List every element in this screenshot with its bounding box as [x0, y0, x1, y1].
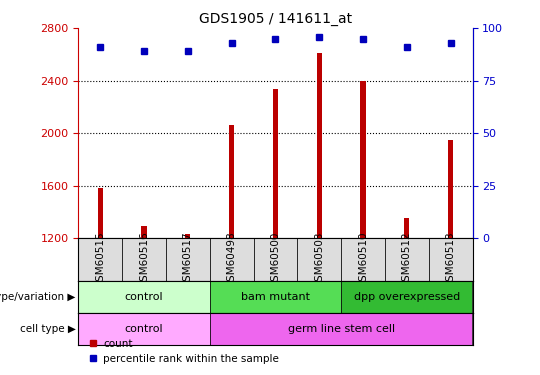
Text: GSM60516: GSM60516 — [139, 231, 149, 288]
Bar — [78, 238, 122, 281]
Bar — [448, 140, 453, 238]
Bar — [122, 238, 166, 281]
Title: GDS1905 / 141611_at: GDS1905 / 141611_at — [199, 12, 352, 26]
Bar — [185, 234, 191, 238]
Text: GSM60512: GSM60512 — [402, 231, 412, 288]
Bar — [166, 238, 210, 281]
Text: genotype/variation ▶: genotype/variation ▶ — [0, 292, 76, 302]
Text: GSM60500: GSM60500 — [271, 231, 280, 288]
Text: control: control — [125, 292, 163, 302]
Bar — [210, 238, 253, 281]
Bar — [78, 313, 210, 345]
Bar — [98, 188, 103, 238]
Bar — [316, 53, 322, 238]
Text: GSM60517: GSM60517 — [183, 231, 193, 288]
Bar — [298, 238, 341, 281]
Text: bam mutant: bam mutant — [241, 292, 310, 302]
Bar — [210, 313, 472, 345]
Text: GSM60513: GSM60513 — [446, 231, 456, 288]
Bar — [385, 238, 429, 281]
Bar — [210, 281, 341, 313]
Text: GSM60510: GSM60510 — [358, 231, 368, 288]
Bar — [141, 226, 147, 238]
Text: GSM60503: GSM60503 — [314, 231, 324, 288]
Bar — [360, 81, 366, 238]
Bar — [229, 125, 234, 238]
Bar — [341, 238, 385, 281]
Bar — [429, 238, 472, 281]
Bar — [253, 238, 298, 281]
Text: GSM60515: GSM60515 — [95, 231, 105, 288]
Bar — [273, 88, 278, 238]
Text: GSM60498: GSM60498 — [227, 231, 237, 288]
Text: dpp overexpressed: dpp overexpressed — [354, 292, 460, 302]
Text: control: control — [125, 324, 163, 334]
Bar — [341, 281, 472, 313]
Text: germ line stem cell: germ line stem cell — [287, 324, 395, 334]
Bar — [404, 218, 409, 238]
Legend: count, percentile rank within the sample: count, percentile rank within the sample — [84, 334, 284, 368]
Bar — [78, 281, 210, 313]
Text: cell type ▶: cell type ▶ — [20, 324, 76, 334]
